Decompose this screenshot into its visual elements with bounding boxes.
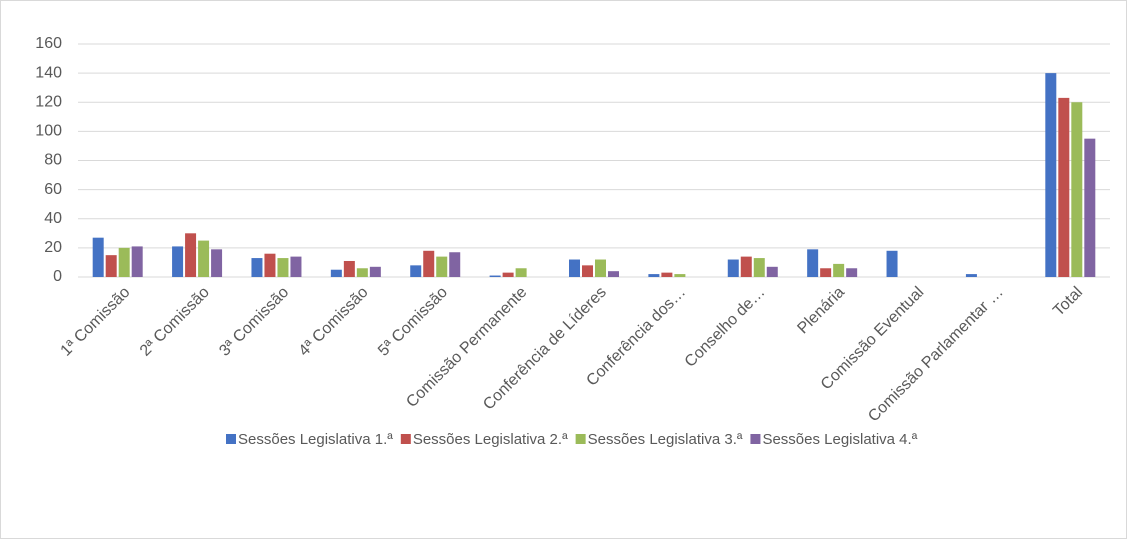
bar <box>198 240 210 277</box>
y-tick-label: 80 <box>44 152 62 169</box>
bar <box>343 260 355 277</box>
y-tick-label: 40 <box>44 210 62 227</box>
bar <box>410 265 422 277</box>
legend-label: Sessões Legislativa 1.ª <box>238 431 393 448</box>
bar <box>1045 73 1057 277</box>
bar <box>423 250 435 277</box>
bar <box>118 247 130 277</box>
y-tick-label: 20 <box>44 239 62 256</box>
legend-label: Sessões Legislativa 2.ª <box>413 431 568 448</box>
legend-swatch <box>750 434 761 444</box>
bar <box>807 249 819 277</box>
bar <box>356 268 368 277</box>
bar <box>264 253 276 277</box>
bar <box>290 256 302 277</box>
bar <box>185 233 197 277</box>
bar <box>766 266 778 277</box>
bar <box>251 258 263 277</box>
bar <box>515 268 527 277</box>
bar <box>131 246 143 277</box>
bar <box>436 256 448 277</box>
y-tick-label: 140 <box>35 64 62 81</box>
bar <box>727 259 739 277</box>
bar <box>369 266 381 277</box>
bar <box>1084 138 1096 277</box>
bar <box>92 237 104 277</box>
legend-swatch <box>575 434 586 444</box>
legend-label: Sessões Legislativa 3.ª <box>588 431 743 448</box>
bar <box>569 259 580 277</box>
bar <box>608 271 619 277</box>
bar <box>674 274 686 277</box>
bar <box>753 258 765 277</box>
bar <box>449 252 461 277</box>
bar <box>277 258 289 277</box>
bar <box>661 272 673 277</box>
bar <box>582 265 593 277</box>
bar <box>846 268 858 277</box>
bar <box>1071 102 1083 277</box>
y-tick-label: 60 <box>44 181 62 198</box>
y-tick-label: 100 <box>35 123 62 140</box>
legend-swatch <box>400 434 411 444</box>
bar <box>330 269 342 277</box>
bar <box>502 272 514 277</box>
bar <box>820 268 832 277</box>
bar <box>886 250 898 277</box>
bar <box>1058 97 1070 277</box>
bar <box>740 256 752 277</box>
y-tick-label: 120 <box>35 93 62 110</box>
legend-label: Sessões Legislativa 4.ª <box>762 431 917 448</box>
bar <box>648 274 660 277</box>
bar <box>489 275 501 277</box>
bar <box>965 274 977 277</box>
y-tick-label: 0 <box>53 268 62 285</box>
bar <box>833 263 845 277</box>
y-tick-label: 160 <box>35 35 62 52</box>
bar <box>105 255 117 277</box>
bar <box>172 246 184 277</box>
legend-swatch <box>226 434 236 444</box>
bar <box>211 249 223 277</box>
bar <box>595 259 606 277</box>
